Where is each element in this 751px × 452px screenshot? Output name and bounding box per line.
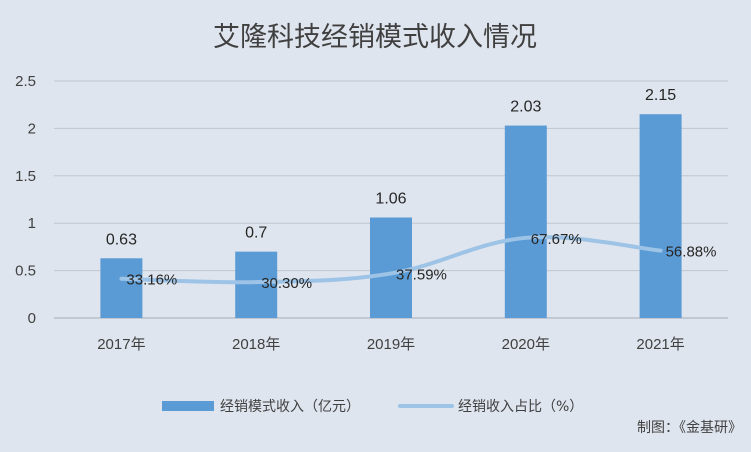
y-axis-ticks: 0 0.5 1 1.5 2 2.5: [15, 73, 36, 327]
data-labels: 0.63 0.7 1.06 2.03 2.15 33.16% 30.30% 37.59% 67.…: [106, 87, 717, 292]
legend: 经销模式收入（亿元） 经销收入占比（%）: [162, 399, 583, 415]
y-tick-label: 1.5: [15, 168, 36, 185]
bar-value-label: 2.03: [510, 99, 541, 116]
x-tick-label: 2020年: [502, 336, 550, 353]
bar: [100, 258, 143, 318]
bar-series: [100, 114, 682, 319]
bar: [504, 125, 547, 318]
line-path: [119, 235, 663, 285]
line-value-label: 56.88%: [666, 244, 717, 261]
x-tick-label: 2019年: [367, 336, 415, 353]
bar-value-label: 1.06: [375, 191, 406, 208]
line-value-label: 37.59%: [396, 266, 447, 283]
y-tick-label: 0: [28, 310, 36, 327]
legend-swatch-bar: [162, 401, 214, 411]
y-tick-label: 2.5: [15, 73, 36, 90]
y-tick-label: 0.5: [15, 263, 36, 280]
legend-label-line: 经销收入占比（%）: [458, 399, 583, 415]
bar-value-label: 2.15: [645, 87, 676, 104]
bar: [639, 114, 682, 319]
y-tick-label: 2: [28, 120, 36, 137]
bar: [235, 251, 278, 318]
bar: [370, 217, 412, 318]
x-tick-label: 2021年: [636, 336, 684, 353]
line-value-label: 33.16%: [126, 272, 177, 289]
x-tick-label: 2018年: [232, 336, 280, 353]
line-series: [119, 235, 663, 285]
y-tick-label: 1: [28, 215, 36, 232]
legend-label-bar: 经销模式收入（亿元）: [220, 399, 360, 415]
line-value-label: 67.67%: [531, 231, 582, 248]
x-axis-ticks: 2017年 2018年 2019年 2020年 2021年: [97, 336, 685, 353]
chart-title: 艾隆科技经销模式收入情况: [213, 22, 537, 53]
x-tick-label: 2017年: [97, 336, 145, 353]
bar-value-label: 0.7: [245, 225, 267, 242]
source-note: 制图：《金基研》: [637, 419, 742, 436]
line-value-label: 30.30%: [261, 275, 312, 292]
bar-value-label: 0.63: [106, 231, 137, 248]
